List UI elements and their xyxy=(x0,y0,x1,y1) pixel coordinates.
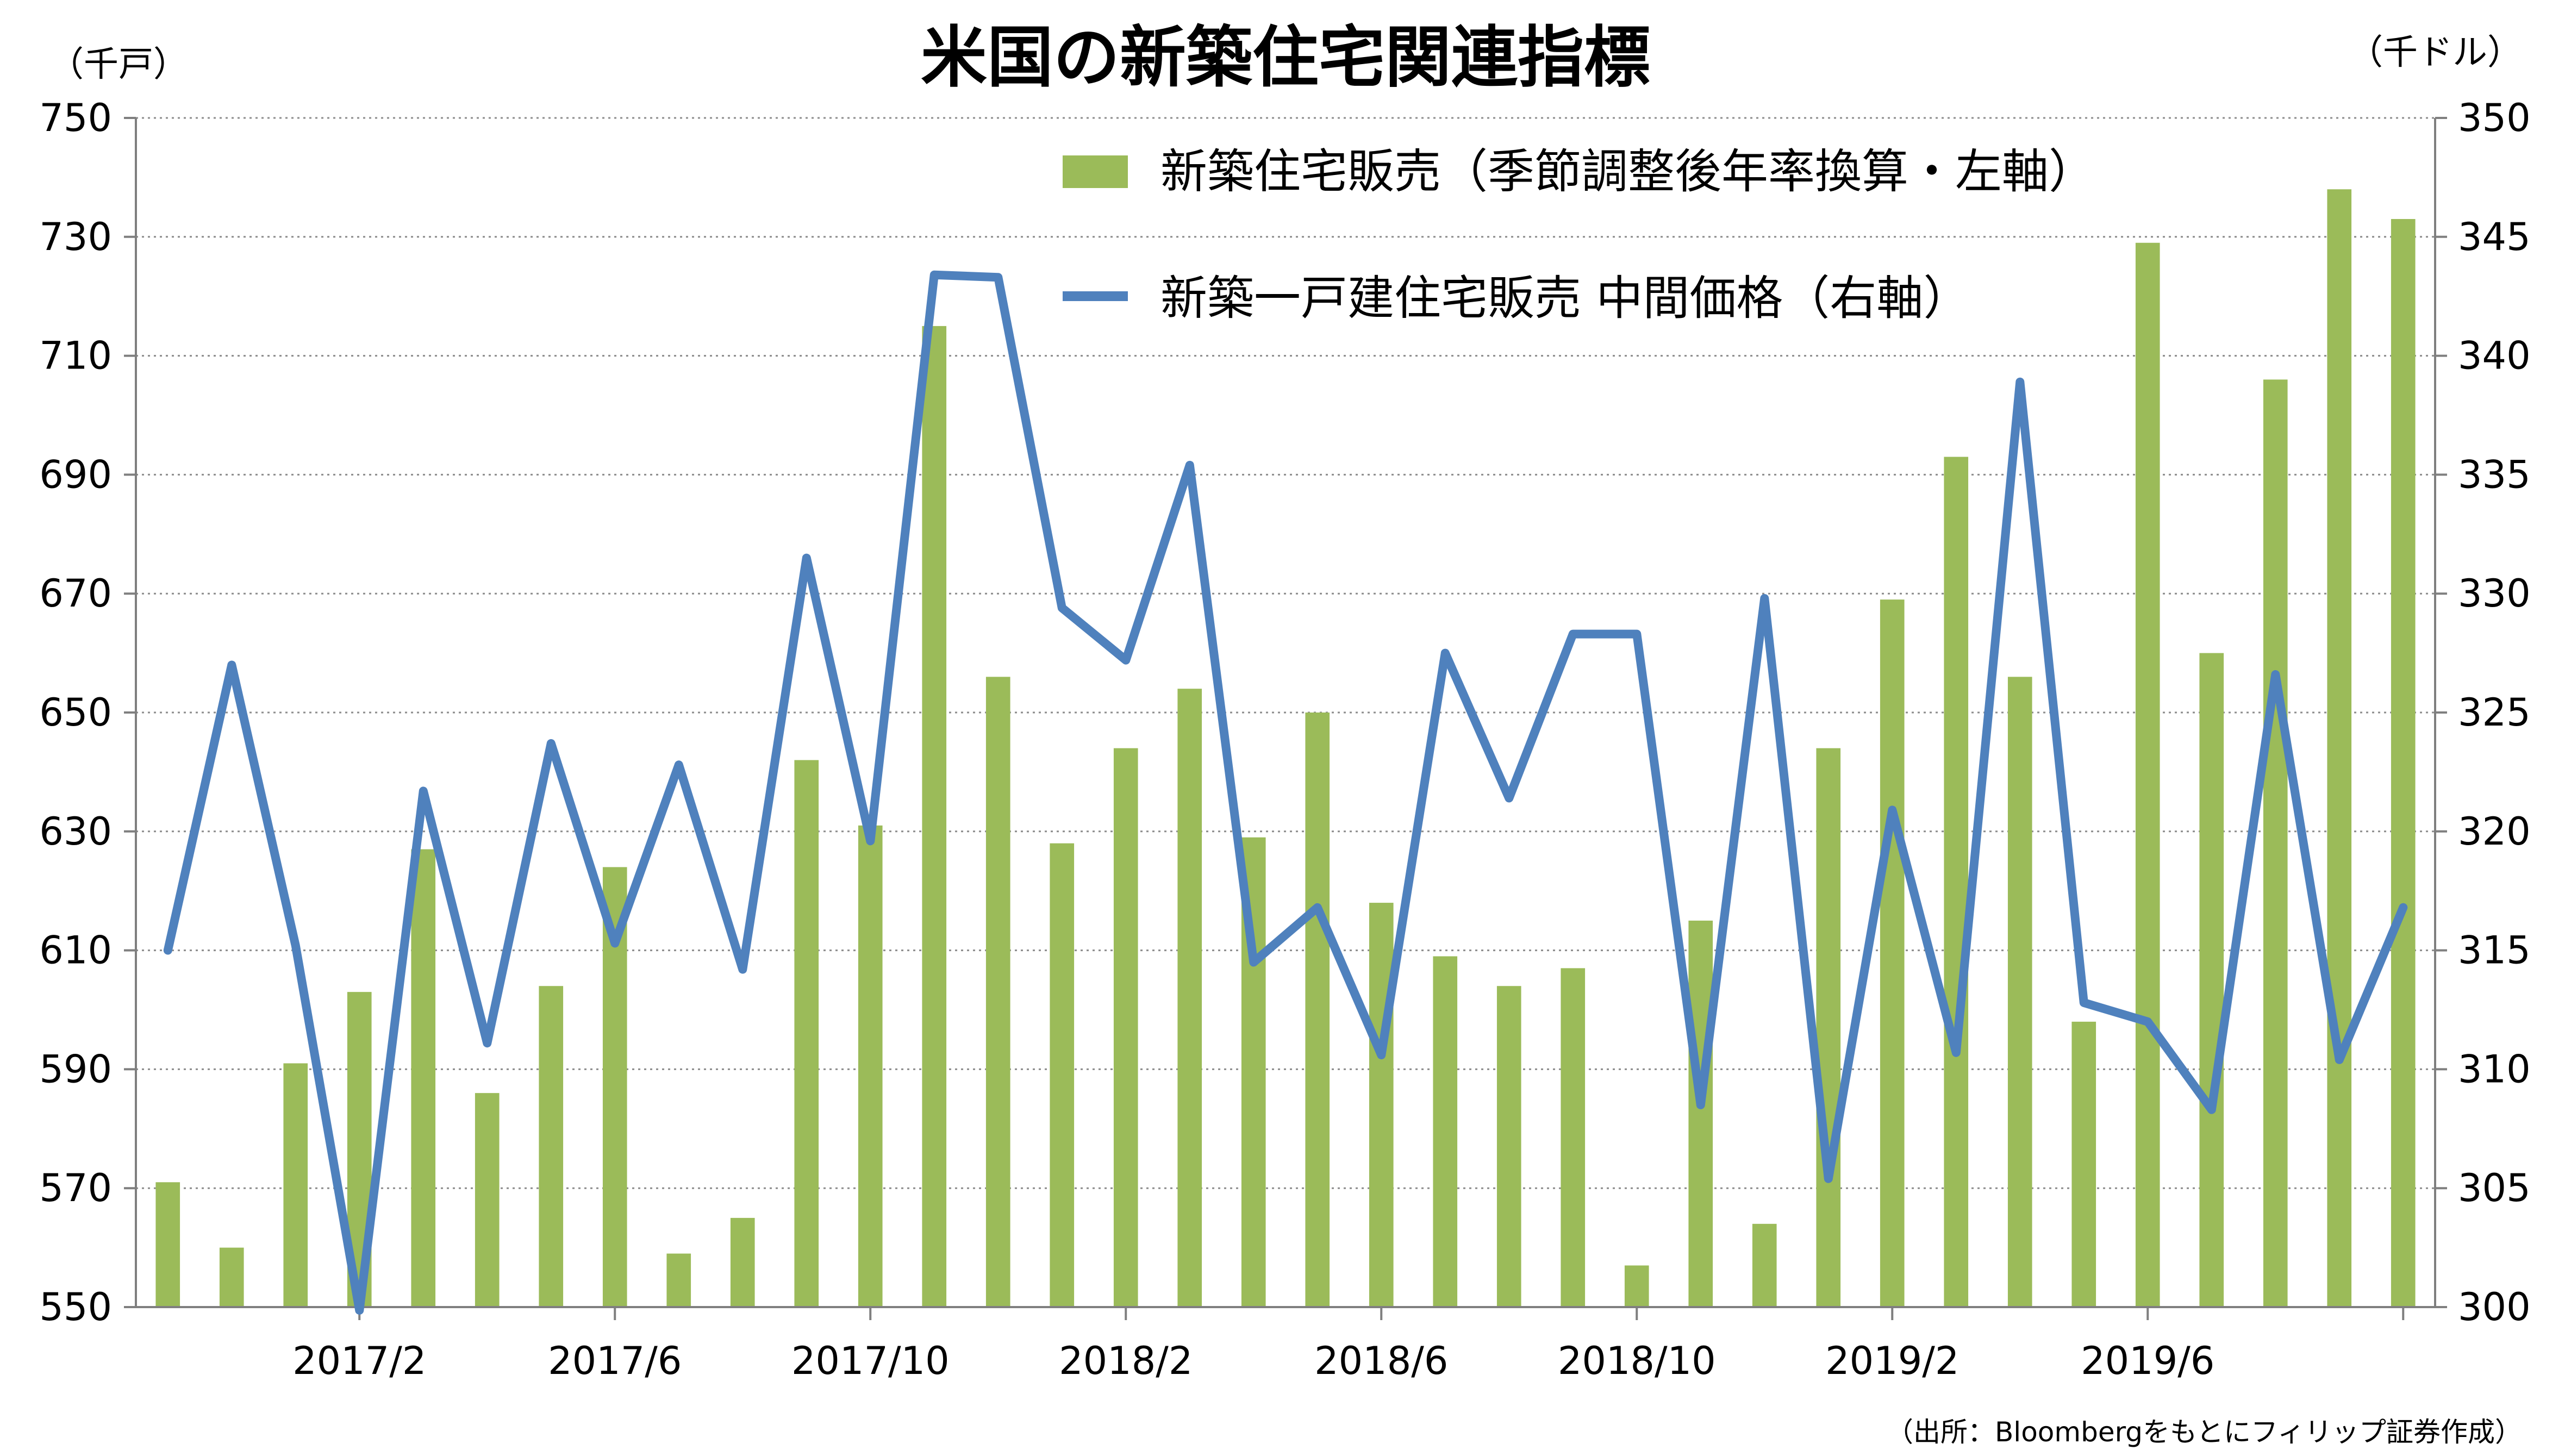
y-right-tick-label: 315 xyxy=(2458,928,2531,973)
bar xyxy=(1305,713,1330,1307)
bar xyxy=(2007,677,2032,1307)
legend-bar-label: 新築住宅販売（季節調整後年率換算・左軸） xyxy=(1160,145,2095,199)
bar xyxy=(2071,1021,2096,1307)
bar xyxy=(1177,689,1202,1307)
bar xyxy=(2263,379,2288,1307)
bar xyxy=(730,1217,755,1307)
bar-series xyxy=(155,189,2416,1308)
x-tick-label: 2019/6 xyxy=(2081,1339,2214,1383)
bar xyxy=(2391,218,2416,1308)
bar xyxy=(666,1253,691,1307)
legend-line-label: 新築一戸建住宅販売 中間価格（右軸） xyxy=(1160,271,1970,326)
bar xyxy=(1369,903,1394,1307)
left-axis-unit: （千戸） xyxy=(49,45,188,85)
x-tick-label: 2018/10 xyxy=(1558,1339,1716,1383)
y-right-tick-label: 320 xyxy=(2458,809,2531,854)
y-left-tick-label: 650 xyxy=(39,690,112,735)
y-right-tick-label: 305 xyxy=(2458,1166,2531,1210)
bar xyxy=(1752,1223,1777,1307)
bar xyxy=(1496,986,1521,1307)
y-left-tick-label: 610 xyxy=(39,928,112,973)
bar xyxy=(411,849,436,1307)
y-right-tick-label: 310 xyxy=(2458,1047,2531,1091)
y-left-tick-label: 550 xyxy=(39,1285,112,1329)
bar xyxy=(2135,242,2160,1307)
bar xyxy=(794,760,819,1307)
bar xyxy=(2327,189,2352,1307)
line-series xyxy=(163,270,2408,1315)
bar xyxy=(1561,968,1586,1307)
bar xyxy=(1624,1265,1649,1307)
bar xyxy=(219,1247,244,1307)
x-tick-label: 2018/6 xyxy=(1314,1339,1448,1383)
bar xyxy=(155,1182,180,1307)
x-tick-label: 2017/10 xyxy=(791,1339,950,1383)
y-left-tick-label: 690 xyxy=(39,452,112,497)
y-right-tick-label: 335 xyxy=(2458,452,2531,497)
bar xyxy=(1433,956,1458,1307)
y-right-tick-label: 350 xyxy=(2458,96,2531,140)
y-left-tick-label: 570 xyxy=(39,1166,112,1210)
chart-title: 米国の新築住宅関連指標 xyxy=(921,19,1650,96)
legend-bar-swatch xyxy=(1063,155,1128,188)
bar xyxy=(1113,748,1138,1307)
tick-labels: 550 570 590 610 630 650 670 690 710 730 750 300 305 3… xyxy=(39,96,2530,1383)
y-right-tick-label: 300 xyxy=(2458,1285,2531,1329)
x-tick-label: 2018/2 xyxy=(1059,1339,1193,1383)
y-left-tick-label: 730 xyxy=(39,215,112,259)
x-tick-label: 2017/2 xyxy=(292,1339,426,1383)
y-left-tick-label: 590 xyxy=(39,1047,112,1091)
source-note: （出所：Bloombergをもとにフィリップ証券作成） xyxy=(1886,1416,2522,1448)
price-line xyxy=(163,270,2408,1315)
y-right-tick-label: 325 xyxy=(2458,690,2531,735)
bar xyxy=(922,326,947,1307)
gridlines xyxy=(136,117,2435,1189)
bar xyxy=(475,1093,500,1307)
y-right-tick-label: 330 xyxy=(2458,571,2531,616)
y-left-tick-label: 710 xyxy=(39,334,112,378)
bar xyxy=(1944,457,1969,1307)
right-axis-unit: （千ドル） xyxy=(2348,33,2522,73)
bar xyxy=(858,825,883,1307)
bar xyxy=(985,677,1010,1307)
x-tick-label: 2019/2 xyxy=(1825,1339,1959,1383)
y-right-tick-label: 345 xyxy=(2458,215,2531,259)
bar xyxy=(1688,920,1713,1307)
bar xyxy=(539,986,564,1307)
x-tick-label: 2017/6 xyxy=(548,1339,682,1383)
bar xyxy=(1050,843,1075,1307)
y-left-tick-label: 670 xyxy=(39,571,112,616)
y-right-tick-label: 340 xyxy=(2458,334,2531,378)
axes xyxy=(124,117,2447,1320)
bar xyxy=(2199,653,2224,1307)
bar xyxy=(283,1063,308,1307)
bar xyxy=(1816,748,1841,1307)
bar xyxy=(1880,599,1905,1307)
y-left-tick-label: 750 xyxy=(39,96,112,140)
y-left-tick-label: 630 xyxy=(39,809,112,854)
